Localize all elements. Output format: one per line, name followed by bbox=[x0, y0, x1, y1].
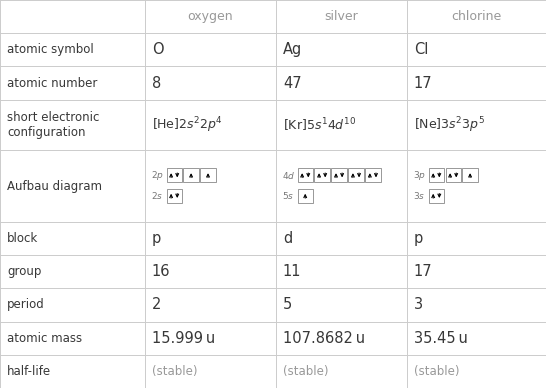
Text: atomic number: atomic number bbox=[7, 76, 98, 90]
Text: short electronic
configuration: short electronic configuration bbox=[7, 111, 99, 139]
Text: 17: 17 bbox=[414, 264, 432, 279]
Text: 35.45 u: 35.45 u bbox=[414, 331, 468, 346]
Text: block: block bbox=[7, 232, 38, 245]
Text: 47: 47 bbox=[283, 76, 301, 90]
Bar bbox=[446, 168, 461, 182]
Text: (stable): (stable) bbox=[414, 365, 459, 378]
Text: Ag: Ag bbox=[283, 42, 302, 57]
Text: chlorine: chlorine bbox=[451, 10, 502, 23]
Text: 2: 2 bbox=[152, 298, 161, 312]
Text: group: group bbox=[7, 265, 41, 278]
Text: $3s$: $3s$ bbox=[413, 191, 425, 201]
Text: 17: 17 bbox=[414, 76, 432, 90]
Text: [Kr]5$s^1$4$d^{10}$: [Kr]5$s^1$4$d^{10}$ bbox=[283, 116, 357, 134]
Text: period: period bbox=[7, 298, 45, 312]
Text: 16: 16 bbox=[152, 264, 170, 279]
Text: 3: 3 bbox=[414, 298, 423, 312]
Text: $2p$: $2p$ bbox=[151, 169, 164, 182]
Bar bbox=[200, 168, 216, 182]
Text: silver: silver bbox=[324, 10, 358, 23]
Text: [He]2$s^2$2$p^4$: [He]2$s^2$2$p^4$ bbox=[152, 115, 223, 135]
Text: Cl: Cl bbox=[414, 42, 428, 57]
Text: (stable): (stable) bbox=[283, 365, 328, 378]
Bar bbox=[348, 168, 364, 182]
Text: O: O bbox=[152, 42, 163, 57]
Text: $2s$: $2s$ bbox=[151, 191, 163, 201]
Bar bbox=[183, 168, 199, 182]
Text: $3p$: $3p$ bbox=[413, 169, 426, 182]
Text: p: p bbox=[152, 231, 161, 246]
Bar bbox=[429, 168, 444, 182]
Text: 15.999 u: 15.999 u bbox=[152, 331, 215, 346]
Bar bbox=[365, 168, 381, 182]
Text: Aufbau diagram: Aufbau diagram bbox=[7, 180, 102, 193]
Text: d: d bbox=[283, 231, 292, 246]
Text: half-life: half-life bbox=[7, 365, 51, 378]
Text: atomic mass: atomic mass bbox=[7, 332, 82, 345]
Text: $4d$: $4d$ bbox=[282, 170, 296, 181]
Bar bbox=[331, 168, 347, 182]
Text: oxygen: oxygen bbox=[187, 10, 233, 23]
Bar bbox=[462, 168, 478, 182]
Text: 5: 5 bbox=[283, 298, 292, 312]
Bar bbox=[167, 168, 182, 182]
Bar bbox=[298, 168, 313, 182]
Bar bbox=[298, 189, 313, 203]
Text: [Ne]3$s^2$3$p^5$: [Ne]3$s^2$3$p^5$ bbox=[414, 115, 485, 135]
Bar bbox=[429, 189, 444, 203]
Bar bbox=[167, 189, 182, 203]
Text: 8: 8 bbox=[152, 76, 161, 90]
Text: 107.8682 u: 107.8682 u bbox=[283, 331, 365, 346]
Text: 11: 11 bbox=[283, 264, 301, 279]
Text: atomic symbol: atomic symbol bbox=[7, 43, 94, 56]
Text: (stable): (stable) bbox=[152, 365, 197, 378]
Text: $5s$: $5s$ bbox=[282, 191, 294, 201]
Bar bbox=[314, 168, 330, 182]
Text: p: p bbox=[414, 231, 423, 246]
